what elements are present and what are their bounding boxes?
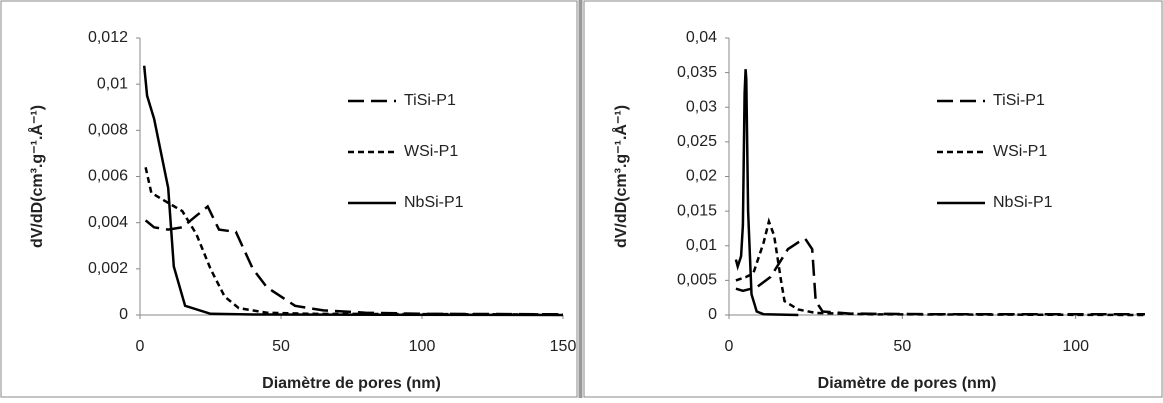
- y-tick-label: 0,01: [686, 237, 717, 254]
- y-tick-label: 0,015: [677, 202, 717, 219]
- panel-border: [583, 0, 1163, 398]
- x-tick-label: 0: [725, 338, 734, 355]
- y-axis-title: dV/dD(cm³.g⁻¹.Å⁻¹): [611, 105, 630, 248]
- y-tick-label: 0,002: [88, 260, 128, 277]
- y-tick-label: 0,01: [97, 75, 128, 92]
- y-tick-label: 0,025: [677, 133, 717, 150]
- y-tick-label: 0,004: [88, 214, 128, 231]
- y-tick-label: 0,04: [686, 29, 717, 46]
- y-tick-label: 0,006: [88, 168, 128, 185]
- x-tick-label: 50: [893, 338, 911, 355]
- legend-label: TiSi-P1: [404, 92, 456, 109]
- legend-label: TiSi-P1: [993, 92, 1045, 109]
- data-line: [142, 65, 564, 317]
- data-line: [735, 237, 1145, 316]
- legend-label: NbSi-P1: [993, 194, 1053, 211]
- x-axis-title: Diamètre de pores (nm): [818, 375, 997, 392]
- x-tick-label: 0: [136, 338, 145, 355]
- x-tick-label: 150: [550, 338, 577, 355]
- y-tick-label: 0: [708, 306, 717, 323]
- y-tick-label: 0,008: [88, 122, 128, 139]
- legend-label: NbSi-P1: [404, 194, 464, 211]
- y-tick-label: 0,012: [88, 29, 128, 46]
- y-tick-label: 0,005: [677, 272, 717, 289]
- x-axis-title: Diamètre de pores (nm): [262, 375, 441, 392]
- y-tick-label: 0,02: [686, 168, 717, 185]
- x-tick-label: 100: [409, 338, 436, 355]
- y-tick-label: 0,03: [686, 98, 717, 115]
- data-line: [144, 204, 564, 316]
- data-line: [144, 167, 564, 316]
- data-line: [735, 217, 1146, 317]
- legend-label: WSi-P1: [993, 143, 1047, 160]
- x-tick-label: 100: [1062, 338, 1089, 355]
- x-tick-label: 50: [272, 338, 290, 355]
- y-tick-label: 0,035: [677, 64, 717, 81]
- legend-label: WSi-P1: [404, 143, 458, 160]
- y-tick-label: 0: [119, 306, 128, 323]
- y-axis-title: dV/dD(cm³.g⁻¹.Å⁻¹): [27, 105, 46, 248]
- panel-border: [0, 0, 578, 398]
- data-line: [734, 69, 799, 317]
